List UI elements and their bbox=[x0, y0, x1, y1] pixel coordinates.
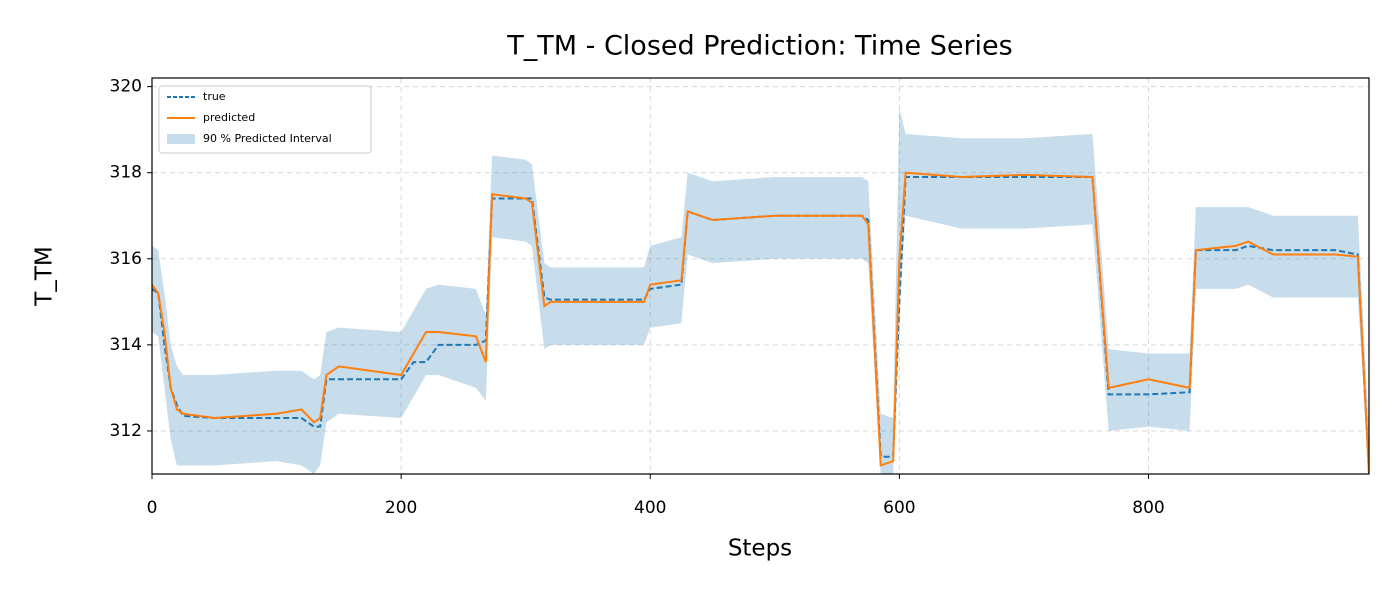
x-tick-label: 600 bbox=[883, 498, 915, 518]
y-tick-label: 312 bbox=[110, 421, 142, 441]
legend-box bbox=[158, 85, 372, 154]
axes: 0 200 400 600 800 312 314 316 318 320 bbox=[110, 77, 1165, 518]
y-tick-label: 318 bbox=[110, 163, 142, 183]
plot-area bbox=[152, 108, 1369, 474]
y-tick-label: 320 bbox=[110, 77, 142, 97]
y-axis-label: T_TM bbox=[32, 246, 58, 306]
legend-label: true bbox=[203, 90, 226, 103]
x-axis-label: Steps bbox=[728, 536, 792, 562]
y-tick-label: 316 bbox=[110, 249, 142, 269]
x-tick-label: 800 bbox=[1132, 498, 1164, 518]
legend-label: predicted bbox=[203, 111, 255, 124]
series-line bbox=[152, 171, 1369, 474]
x-tick-label: 400 bbox=[634, 498, 666, 518]
chart-title: T_TM - Closed Prediction: Time Series bbox=[506, 31, 1012, 62]
x-tick-label: 200 bbox=[385, 498, 417, 518]
y-tick-label: 314 bbox=[110, 335, 142, 355]
x-tick-label: 0 bbox=[147, 498, 158, 518]
axes-frame bbox=[151, 77, 1370, 475]
interval-band bbox=[152, 108, 1369, 474]
legend: true predicted 90 % Predicted Interval bbox=[158, 85, 372, 154]
legend-label: 90 % Predicted Interval bbox=[203, 132, 332, 145]
legend-swatch bbox=[167, 134, 195, 144]
